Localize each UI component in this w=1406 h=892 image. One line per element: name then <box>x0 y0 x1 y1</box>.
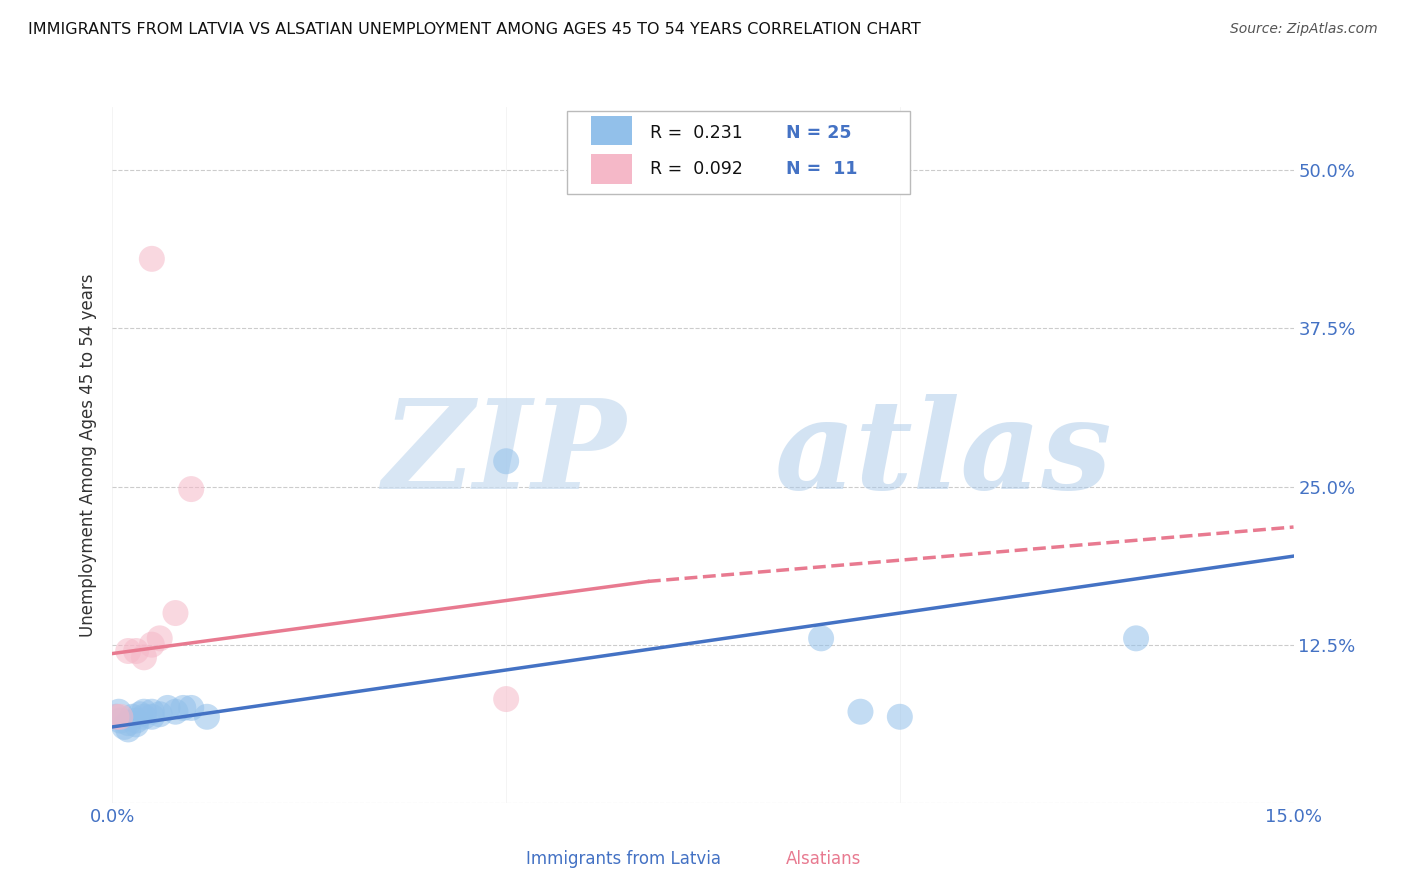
Point <box>132 650 155 665</box>
Point <box>180 482 202 496</box>
Point <box>172 701 194 715</box>
Text: N =  11: N = 11 <box>786 160 858 178</box>
Point <box>117 723 139 737</box>
Point <box>141 252 163 266</box>
Point <box>132 710 155 724</box>
Point <box>1125 632 1147 646</box>
Text: R =  0.092: R = 0.092 <box>650 160 742 178</box>
Point <box>889 710 911 724</box>
Point <box>121 710 143 724</box>
Point <box>810 632 832 646</box>
Bar <box>751 848 776 871</box>
Point <box>180 701 202 715</box>
Point <box>110 714 132 728</box>
Text: Source: ZipAtlas.com: Source: ZipAtlas.com <box>1230 22 1378 37</box>
Point <box>132 705 155 719</box>
FancyBboxPatch shape <box>567 111 910 194</box>
Text: Alsatians: Alsatians <box>786 850 860 868</box>
Bar <box>591 116 633 145</box>
Point <box>117 644 139 658</box>
Point <box>165 705 187 719</box>
Point <box>125 717 148 731</box>
Point <box>849 705 872 719</box>
Point <box>149 632 172 646</box>
Point <box>117 716 139 731</box>
Point <box>149 707 172 722</box>
Point <box>156 701 179 715</box>
Point <box>141 710 163 724</box>
Point <box>141 638 163 652</box>
Point <box>129 707 152 722</box>
Point <box>125 644 148 658</box>
Text: R =  0.231: R = 0.231 <box>650 124 742 142</box>
Text: Immigrants from Latvia: Immigrants from Latvia <box>526 850 721 868</box>
Point <box>125 714 148 728</box>
Point <box>105 710 128 724</box>
Bar <box>491 848 516 871</box>
Point <box>495 454 517 468</box>
Text: ZIP: ZIP <box>382 394 626 516</box>
Point <box>165 606 187 620</box>
Text: IMMIGRANTS FROM LATVIA VS ALSATIAN UNEMPLOYMENT AMONG AGES 45 TO 54 YEARS CORREL: IMMIGRANTS FROM LATVIA VS ALSATIAN UNEMP… <box>28 22 921 37</box>
Point <box>112 720 135 734</box>
Point <box>195 710 218 724</box>
Y-axis label: Unemployment Among Ages 45 to 54 years: Unemployment Among Ages 45 to 54 years <box>79 273 97 637</box>
Bar <box>591 154 633 184</box>
Point <box>107 705 129 719</box>
Text: atlas: atlas <box>773 394 1112 516</box>
Point <box>105 710 128 724</box>
Point <box>495 692 517 706</box>
Point <box>110 710 132 724</box>
Point <box>141 705 163 719</box>
Text: N = 25: N = 25 <box>786 124 851 142</box>
